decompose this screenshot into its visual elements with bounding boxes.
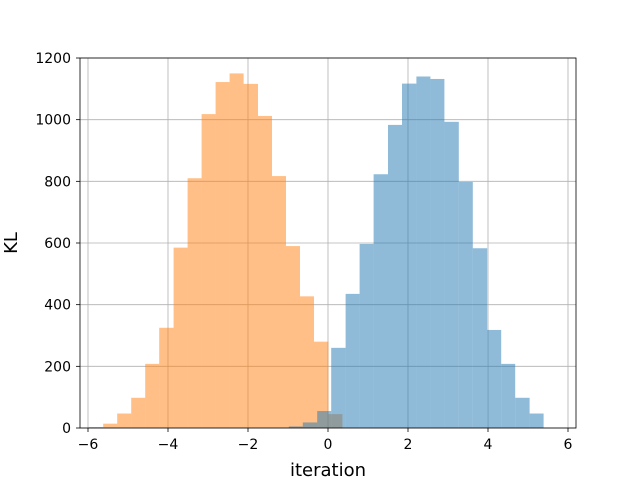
histogram-bar-series-2: [487, 329, 502, 428]
y-axis-label: KL: [1, 232, 22, 254]
histogram-bar-series-1: [243, 83, 258, 429]
histogram-bar-series-1: [145, 363, 160, 428]
histogram-bar-series-2: [317, 411, 332, 428]
histogram-bar-series-2: [501, 363, 516, 428]
histogram-bar-series-2: [458, 181, 473, 428]
histogram-bar-series-1: [258, 115, 272, 428]
y-tick-label: 0: [62, 421, 71, 437]
histogram-bar-series-2: [402, 83, 417, 428]
x-tick-label: −6: [78, 437, 99, 453]
histogram-bar-series-2: [472, 248, 488, 428]
y-tick-label: 200: [44, 359, 71, 375]
histogram-bar-series-1: [187, 178, 202, 428]
histogram-bar-series-1: [173, 247, 188, 428]
histogram-bar-series-1: [159, 327, 174, 428]
histogram-bar-series-1: [131, 397, 146, 428]
y-tick-label: 600: [44, 236, 71, 252]
x-tick-label: 2: [404, 437, 413, 453]
x-tick-label: 0: [324, 437, 333, 453]
histogram-bar-series-1: [300, 296, 314, 428]
histogram-bar-series-2: [416, 76, 431, 428]
histogram-bar-series-2: [359, 243, 374, 428]
x-tick-label: 4: [484, 437, 493, 453]
histogram-bar-series-1: [286, 246, 300, 428]
histogram-bar-series-1: [88, 427, 104, 428]
histogram-bar-series-2: [529, 413, 544, 428]
histogram-bar-series-2: [515, 397, 530, 428]
histogram-bar-series-1: [103, 423, 118, 428]
histogram-bar-series-1: [314, 341, 329, 428]
histogram-bar-series-2: [345, 293, 360, 428]
axis-ticks: −6 −4 −2 0 2 4 6 0 200 400 600 800 1000 1200: [35, 51, 572, 453]
histogram-bar-series-2: [430, 78, 445, 428]
x-axis-label: iteration: [290, 460, 366, 480]
histogram-bar-series-2: [373, 174, 388, 428]
y-tick-label: 1200: [35, 51, 71, 67]
y-tick-label: 400: [44, 298, 71, 314]
x-tick-label: −4: [158, 437, 179, 453]
histogram-bar-series-2: [288, 426, 303, 428]
histogram-bar-series-2: [444, 121, 459, 428]
histogram-bar-series-1: [229, 73, 244, 429]
histogram-bar-series-1: [201, 114, 216, 428]
histogram-bar-series-2: [388, 124, 402, 429]
y-tick-label: 800: [44, 174, 71, 190]
histogram-bars: [88, 73, 544, 429]
y-tick-label: 1000: [35, 113, 71, 129]
x-tick-label: −2: [238, 437, 259, 453]
histogram-bar-series-2: [302, 422, 318, 428]
x-tick-label: 6: [564, 437, 573, 453]
histogram-bar-series-2: [331, 347, 346, 428]
histogram-bar-series-1: [215, 82, 230, 429]
histogram-bar-series-1: [117, 413, 132, 428]
histogram-bar-series-1: [272, 176, 286, 428]
